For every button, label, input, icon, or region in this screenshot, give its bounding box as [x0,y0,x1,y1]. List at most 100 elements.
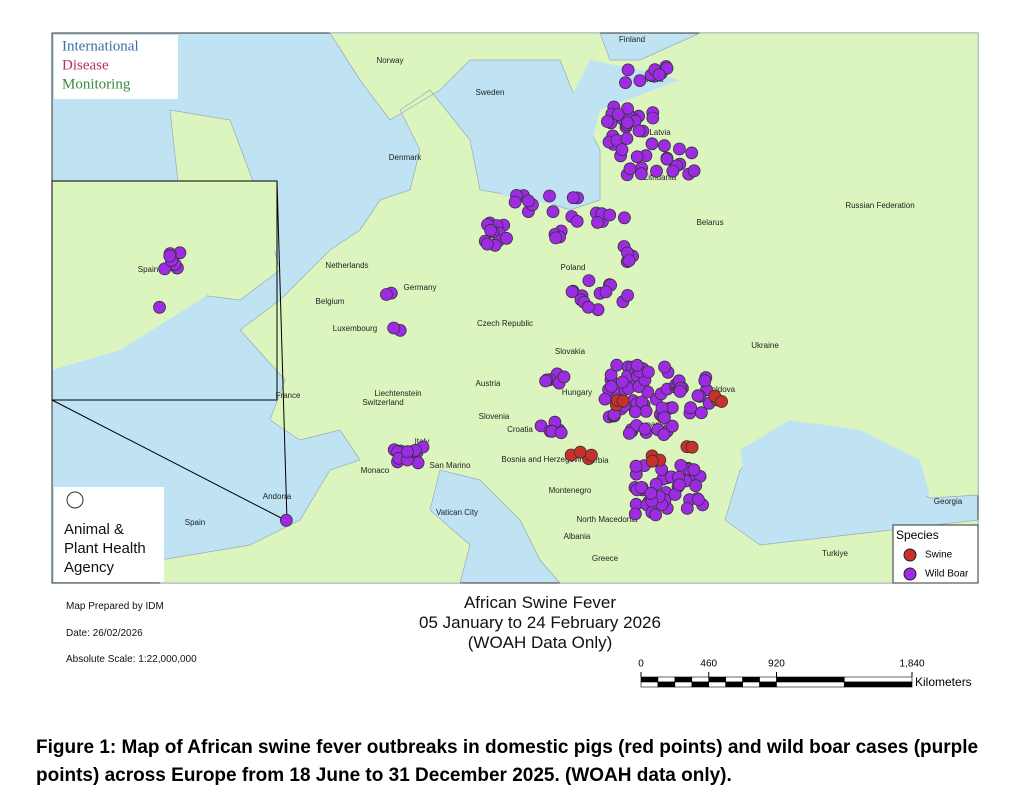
legend-title: Species [896,528,939,542]
wild-boar-point [621,102,634,115]
inset-label: Spain [138,265,158,274]
country-label: Netherlands [325,261,368,270]
country-label: Serbia [585,456,609,465]
country-label: Germany [404,283,437,292]
wild-boar-point [674,458,688,472]
country-label: Romania [634,420,667,429]
wild-boar-point [621,63,635,77]
country-label: Andorra [263,492,292,501]
map-title: 05 January to 24 February 2026 [419,613,661,632]
wild-boar-point [695,406,708,420]
wild-boar-point [638,422,652,436]
country-label: Moldova [705,385,736,394]
wild-boar-point [628,405,642,419]
wild-boar-point [411,456,425,470]
logo-text: Monitoring [62,76,131,92]
wild-boar-point [549,231,563,245]
wild-boar-point [158,262,172,276]
scale-segment [776,681,845,688]
swine-point [573,445,587,459]
wild-boar-point [621,116,634,129]
wild-boar-point [582,274,596,288]
wild-boar-point [619,76,632,89]
wild-boar-point [387,321,401,335]
inset-connector [276,180,288,522]
wild-boar-point [633,74,647,87]
wild-boar-point [639,404,653,418]
wild-boar-point [565,285,579,299]
country-label: Liechtenstein [374,389,421,398]
country-label: Russian Federation [845,201,914,210]
scale-segment [640,681,659,688]
inset-land [52,181,277,370]
wild-boar-point [698,374,712,388]
country-label: Greece [592,554,619,563]
baltic-sea [500,60,680,205]
wild-boar-point [566,191,580,205]
scale-segment [657,676,676,683]
swine-point [685,440,699,454]
wild-boar-point [680,501,694,515]
scale-segment [742,681,760,688]
wild-boar-point [153,300,166,314]
scale-segment [691,676,710,683]
wild-boar-point [500,231,513,245]
scale-segment [691,681,710,688]
scale-segment [742,676,760,683]
wild-boar-point [546,205,560,219]
country-label: Finland [619,35,645,44]
country-label: Monaco [361,466,390,475]
wild-boar-point [658,139,671,153]
wild-boar-point [649,508,662,522]
scale-segment [657,681,676,688]
country-label: Luxembourg [333,324,377,333]
info: Date: 26/02/2026 [66,628,143,639]
wild-boar-point [539,374,552,388]
logo-text: International [62,38,139,54]
scale-label: 920 [768,659,785,670]
wild-boar-point [689,479,703,493]
wild-boar-point [610,358,624,372]
wild-boar-point [658,360,671,374]
wild-boar-point [508,195,522,209]
wild-boar-point [603,208,617,222]
info: Absolute Scale: 1:22,000,000 [66,654,197,665]
swine-point [646,454,659,468]
wild-boar-point [660,152,674,166]
info: Map Prepared by IDM [66,601,164,612]
wild-boar-point [685,146,699,160]
wild-boar-point [687,164,701,178]
country-label: Lithuania [644,173,677,182]
wild-boar-point [652,68,666,82]
legend-item: Wild Boar [925,569,969,580]
logo-text: Disease [62,57,109,73]
wild-boar-point [598,392,612,406]
wild-boar-point [634,167,648,181]
swine-point [585,448,598,462]
wild-boar-point [635,480,648,494]
country-label: Hungary [562,388,592,397]
wild-boar-point [163,249,177,263]
wild-boar-point [691,389,705,403]
country-label: Bosnia and Herzegovina [501,455,589,464]
country-label: Poland [561,263,586,272]
country-label: Georgia [934,497,963,506]
country-label: San Marino [430,461,471,470]
map-title: (WOAH Data Only) [467,633,613,652]
country-label: Switzerland [362,398,403,407]
wild-boar-point [379,288,393,301]
swine-point [616,394,630,408]
wild-boar-point [591,216,604,229]
wild-boar-point [642,365,655,379]
wild-boar-point [615,143,629,157]
wild-boar-point [599,285,613,299]
country-label: Albania [564,532,591,541]
country-label: Austria [476,379,501,388]
wild-boar-point [623,162,637,176]
wild-boar-point [673,385,687,398]
wild-boar-point [673,142,686,156]
agency-text: Plant Health [64,540,146,557]
country-label: Denmark [389,153,422,162]
scale-segment [708,681,726,688]
wild-boar-point [543,189,556,203]
